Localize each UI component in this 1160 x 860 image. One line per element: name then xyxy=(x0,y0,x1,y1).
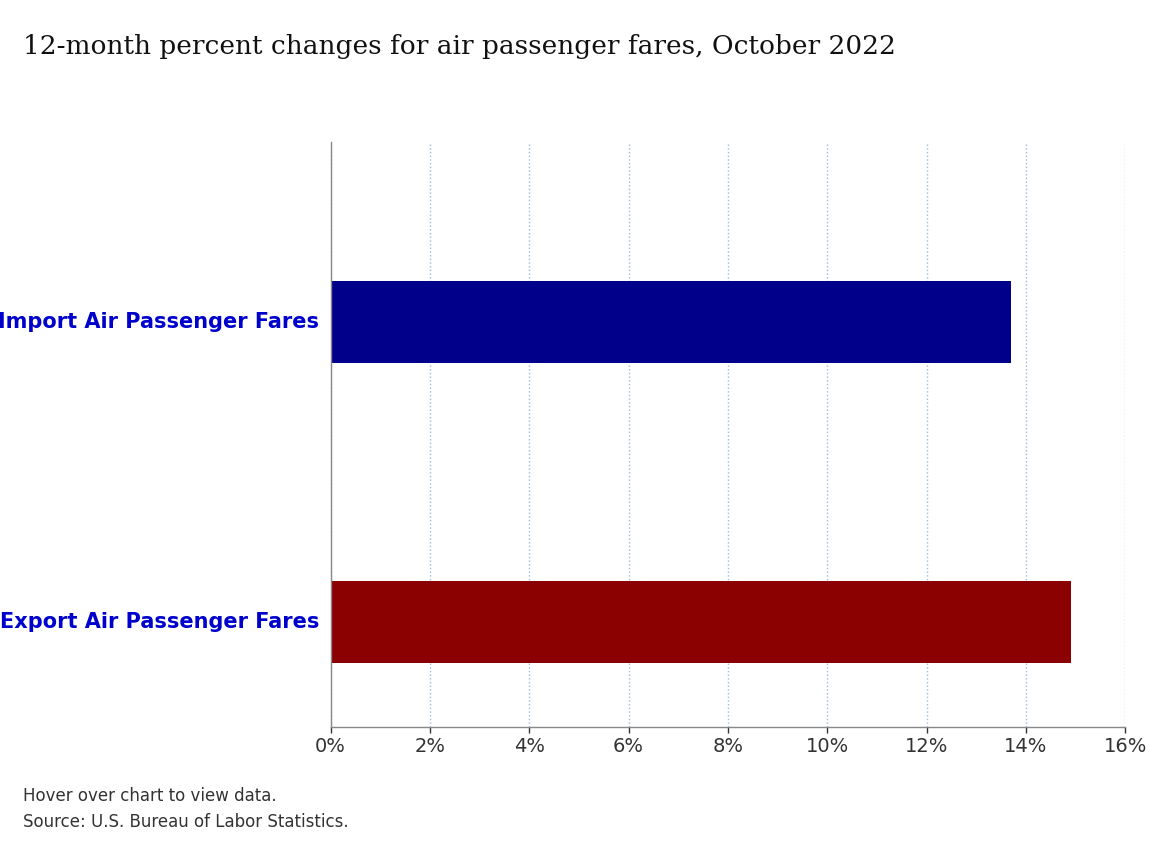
Text: Hover over chart to view data.: Hover over chart to view data. xyxy=(23,787,277,805)
Bar xyxy=(331,280,1012,363)
Text: Export Air Passenger Fares: Export Air Passenger Fares xyxy=(0,611,319,632)
Text: 12-month percent changes for air passenger fares, October 2022: 12-month percent changes for air passeng… xyxy=(23,34,896,59)
Text: Source: U.S. Bureau of Labor Statistics.: Source: U.S. Bureau of Labor Statistics. xyxy=(23,813,349,831)
Text: Import Air Passenger Fares: Import Air Passenger Fares xyxy=(0,312,319,332)
Bar xyxy=(331,580,1071,663)
